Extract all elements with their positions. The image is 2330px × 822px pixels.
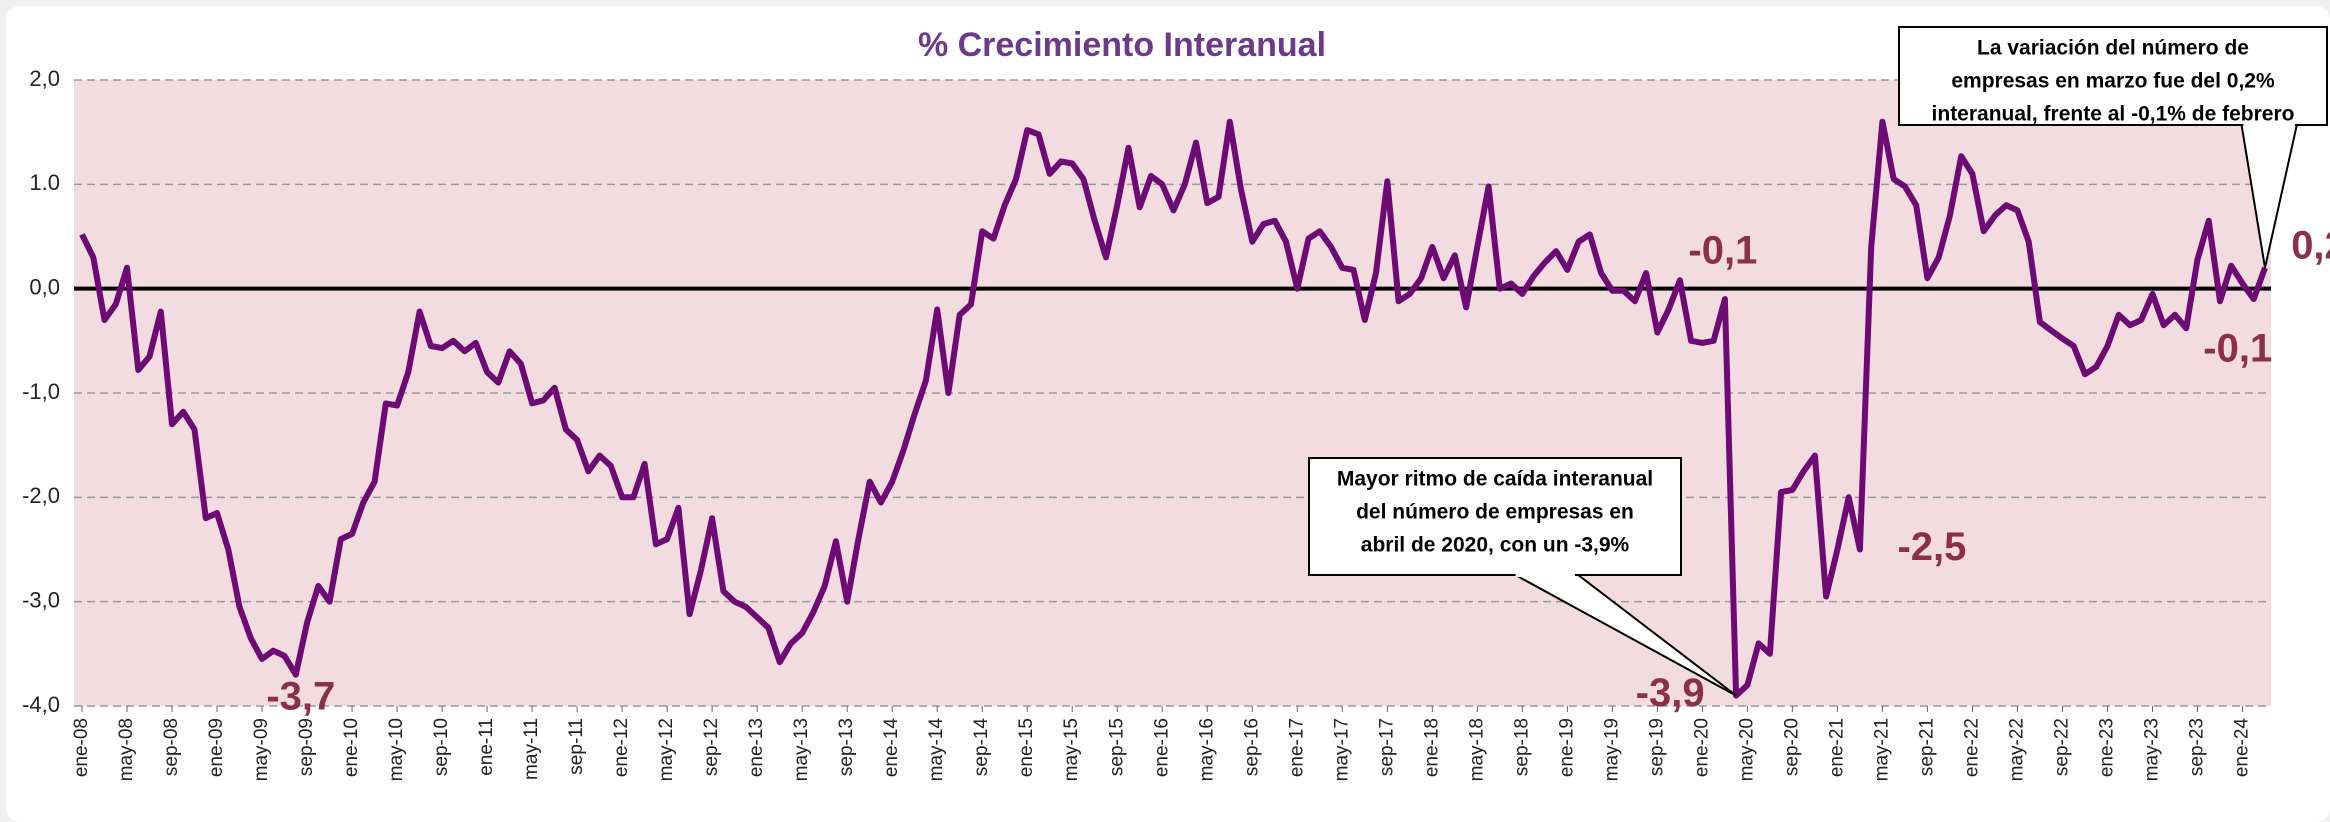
y-tick-label: -3,0 [22, 587, 60, 612]
x-tick-label: ene-09 [206, 718, 227, 777]
x-tick-label: may-09 [251, 718, 272, 781]
chart-title: % Crecimiento Interanual [918, 26, 1326, 64]
x-tick-label: sep-18 [1511, 718, 1532, 776]
series-line [79, 118, 2268, 699]
x-tick-label: ene-21 [1826, 718, 1847, 777]
x-tick-label: sep-08 [161, 718, 182, 776]
x-tick-label: sep-11 [566, 718, 587, 775]
callout-cover [1515, 572, 1575, 577]
x-tick-label: sep-19 [1646, 718, 1667, 776]
x-tick-label: ene-12 [611, 718, 632, 777]
callout: La variación del número de empresas en ma… [1898, 26, 2328, 269]
x-tick-label: may-19 [1601, 718, 1622, 781]
callout-box [1898, 26, 2328, 126]
callout: Mayor ritmo de caída interanual del númer… [1308, 457, 1737, 697]
x-tick-label: ene-16 [1151, 718, 1172, 777]
x-tick-label: ene-13 [746, 718, 767, 777]
x-tick-label: ene-14 [881, 718, 902, 778]
x-tick-label: sep-14 [971, 718, 992, 777]
x-tick-label: sep-16 [1241, 718, 1262, 776]
x-tick-label: ene-15 [1016, 718, 1037, 777]
x-tick-label: ene-20 [1691, 718, 1712, 777]
x-tick-label: may-10 [386, 718, 407, 781]
data-label: -0,1 [2203, 327, 2272, 371]
callout-text: interanual, frente al -0,1% de febrero [1932, 103, 2295, 126]
y-tick-label: -1,0 [22, 379, 60, 404]
x-tick-label: may-17 [1331, 718, 1352, 781]
data-label: 0,2 [2291, 223, 2330, 267]
x-tick-label: sep-22 [2051, 718, 2072, 776]
x-tick-label: ene-19 [1556, 718, 1577, 777]
x-tick-label: may-18 [1466, 718, 1487, 781]
callout-text: Mayor ritmo de caída interanual [1337, 468, 1653, 491]
data-label: -2,5 [1897, 525, 1966, 569]
x-tick-label: sep-20 [1781, 718, 1802, 776]
y-tick-label: -4,0 [22, 692, 60, 717]
callout-cover [2243, 122, 2296, 127]
x-tick-label: sep-23 [2187, 718, 2208, 776]
y-tick-label: 2,0 [29, 66, 60, 91]
data-label: -3,7 [266, 674, 335, 718]
callout-text: del número de empresas en [1356, 501, 1634, 524]
callout-text: empresas en marzo fue del 0,2% [1951, 70, 2275, 93]
x-tick-label: ene-24 [2232, 718, 2253, 778]
x-tick-label: ene-11 [476, 718, 497, 776]
x-tick-label: sep-15 [1106, 718, 1127, 776]
callout-text: La variación del número de [1977, 37, 2249, 60]
x-tick-label: sep-21 [1916, 718, 1937, 776]
x-tick-label: ene-23 [2096, 718, 2117, 777]
x-tick-label: may-23 [2141, 718, 2162, 781]
x-tick-label: may-13 [791, 718, 812, 781]
x-tick-label: sep-10 [431, 718, 452, 776]
x-tick-label: may-15 [1061, 718, 1082, 781]
x-tick-label: may-11 [521, 718, 542, 780]
x-tick-label: sep-09 [296, 718, 317, 776]
x-tick-label: may-08 [116, 718, 137, 781]
y-tick-label: 1.0 [29, 170, 60, 195]
x-tick-label: may-20 [1736, 718, 1757, 781]
x-tick-label: ene-17 [1286, 718, 1307, 777]
data-label: -0,1 [1688, 229, 1757, 273]
x-tick-label: sep-13 [836, 718, 857, 776]
x-tick-label: may-22 [2006, 718, 2027, 781]
y-tick-label: -2,0 [22, 483, 60, 508]
y-tick-label: 0,0 [29, 274, 60, 299]
x-tick-label: may-12 [656, 718, 677, 781]
callout-text: abril de 2020, con un -3,9% [1361, 534, 1630, 557]
x-tick-label: sep-12 [701, 718, 722, 776]
x-tick-label: ene-18 [1421, 718, 1442, 777]
x-tick-label: may-21 [1871, 718, 1892, 781]
x-tick-label: ene-22 [1961, 718, 1982, 777]
x-tick-label: sep-17 [1376, 718, 1397, 776]
x-tick-label: may-14 [926, 718, 947, 782]
data-label: -3,9 [1636, 671, 1705, 715]
x-tick-label: ene-08 [71, 718, 92, 777]
x-tick-label: may-16 [1196, 718, 1217, 781]
x-tick-label: ene-10 [341, 718, 362, 777]
callout-box [1308, 457, 1682, 576]
